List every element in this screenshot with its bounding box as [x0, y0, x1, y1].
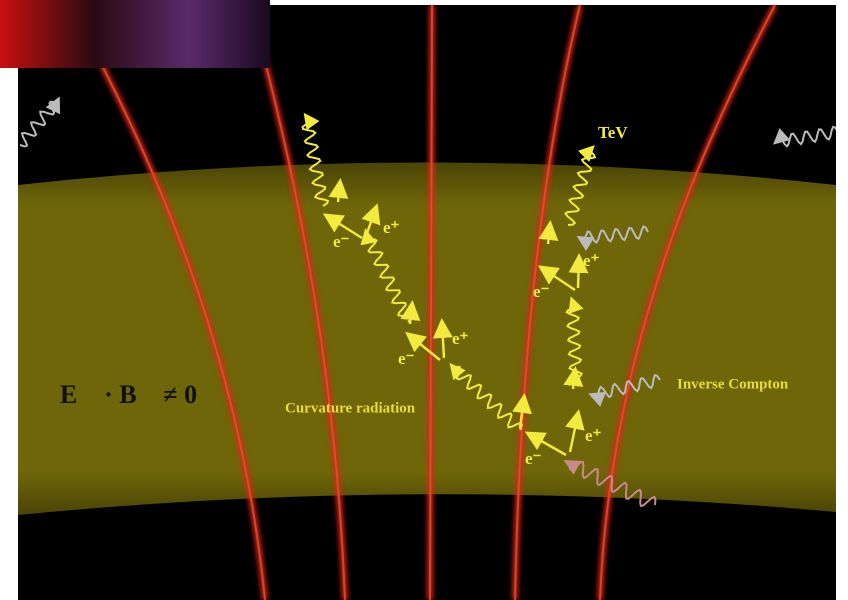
- positron-label: e⁺: [452, 329, 469, 348]
- particle-tracks: [322, 178, 589, 457]
- photon: [565, 296, 584, 379]
- photons: [19, 96, 836, 508]
- image-fragment: [0, 0, 270, 68]
- positron-label: e⁺: [583, 251, 600, 270]
- margin: [0, 68, 18, 600]
- field-condition: E⃗ · B⃗ ≠ 0: [60, 380, 197, 409]
- electron-label: e⁻: [333, 232, 350, 251]
- curvature-label: Curvature radiation: [285, 400, 416, 416]
- photon: [301, 112, 330, 207]
- photon: [563, 460, 657, 508]
- electron-label: e⁻: [533, 282, 550, 301]
- electron-label: e⁻: [398, 349, 415, 368]
- tev-label: TeV: [598, 123, 628, 142]
- positron-label: e⁺: [383, 218, 400, 237]
- photon: [19, 96, 61, 148]
- positron-label: e⁺: [585, 426, 602, 445]
- photon: [773, 125, 836, 148]
- scene: [18, 5, 836, 600]
- photon: [449, 362, 523, 431]
- gap-region: [18, 162, 836, 515]
- photon: [588, 373, 661, 407]
- field-lines: [69, 5, 776, 600]
- compton-label: Inverse Compton: [677, 376, 789, 392]
- photon: [563, 145, 597, 226]
- electron-label: e⁻: [525, 449, 542, 468]
- photon: [576, 225, 649, 252]
